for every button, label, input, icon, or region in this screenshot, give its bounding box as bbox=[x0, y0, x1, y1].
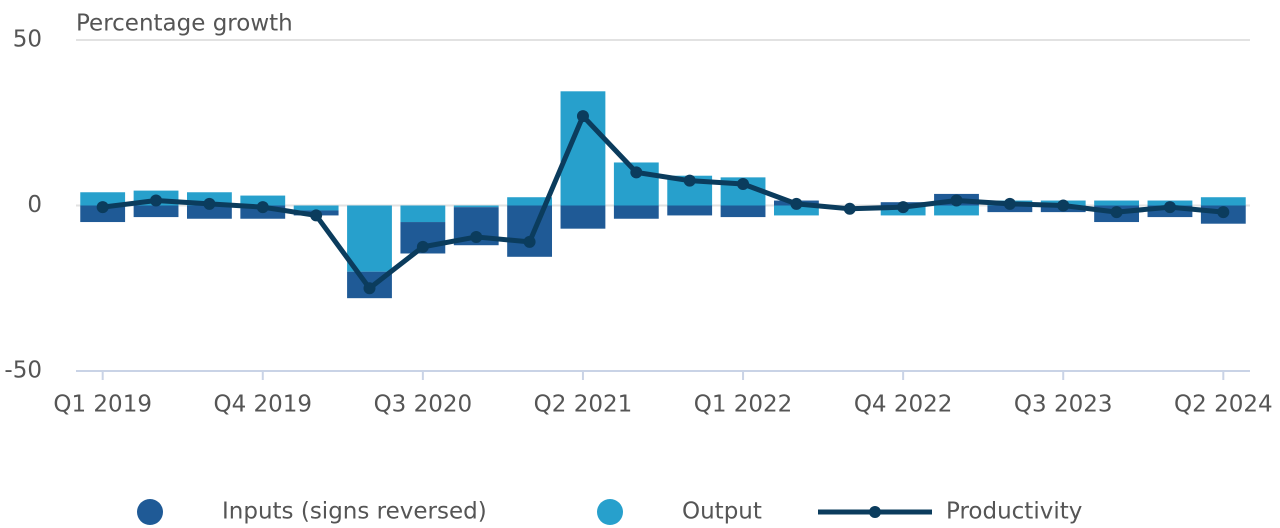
bar bbox=[1094, 200, 1140, 206]
bar bbox=[720, 205, 766, 218]
legend-label: Inputs (signs reversed) bbox=[222, 499, 487, 525]
x-tick-label: Q2 2021 bbox=[534, 392, 633, 418]
line-point bbox=[1217, 206, 1230, 219]
line-point bbox=[1057, 199, 1070, 212]
x-tick-label: Q1 2019 bbox=[53, 392, 152, 418]
legend-label: Output bbox=[682, 499, 762, 525]
y-tick-label: 50 bbox=[13, 27, 42, 53]
line-point bbox=[576, 110, 589, 123]
line-point bbox=[843, 202, 856, 215]
bar bbox=[133, 205, 179, 218]
line-point bbox=[416, 240, 429, 253]
line bbox=[102, 113, 1224, 291]
y-tick-label: 0 bbox=[27, 192, 42, 218]
line-point bbox=[630, 166, 643, 179]
x-tick-label: Q3 2020 bbox=[374, 392, 473, 418]
x-tick-label: Q2 2024 bbox=[1174, 392, 1273, 418]
bar bbox=[507, 197, 553, 206]
bar bbox=[293, 205, 339, 211]
x-tick-label: Q4 2022 bbox=[854, 392, 953, 418]
bar bbox=[80, 205, 126, 223]
line-point bbox=[363, 282, 376, 295]
legend-label: Productivity bbox=[946, 499, 1082, 525]
legend-swatch bbox=[597, 499, 623, 525]
line-point bbox=[683, 174, 696, 187]
bar bbox=[560, 205, 606, 229]
bar bbox=[240, 195, 286, 206]
line-point bbox=[950, 194, 963, 207]
line-point bbox=[790, 197, 803, 210]
line-point bbox=[1003, 197, 1016, 210]
x-tick-label: Q3 2023 bbox=[1014, 392, 1113, 418]
line-point bbox=[523, 235, 536, 248]
y-axis-title: Percentage growth bbox=[76, 11, 293, 37]
y-tick-label: -50 bbox=[4, 358, 42, 384]
line-point bbox=[96, 201, 109, 214]
line-point bbox=[150, 194, 163, 207]
x-tick-label: Q1 2022 bbox=[694, 392, 793, 418]
bar bbox=[773, 205, 819, 216]
line-point bbox=[1163, 201, 1176, 214]
bar bbox=[80, 192, 126, 206]
line-point bbox=[203, 197, 216, 210]
bar bbox=[934, 205, 979, 216]
bar bbox=[1200, 197, 1246, 206]
bar bbox=[613, 205, 659, 219]
bar bbox=[507, 205, 553, 257]
line-point bbox=[737, 177, 750, 190]
line-point bbox=[256, 201, 269, 214]
line-point bbox=[470, 230, 483, 243]
bar bbox=[667, 205, 713, 216]
x-tick-label: Q4 2019 bbox=[213, 392, 312, 418]
line-point bbox=[1110, 206, 1123, 219]
bar bbox=[400, 205, 446, 223]
bar bbox=[186, 205, 232, 219]
legend-dot bbox=[869, 506, 881, 518]
line-point bbox=[897, 201, 910, 214]
line-point bbox=[310, 209, 323, 222]
bar bbox=[453, 205, 499, 208]
bar bbox=[347, 205, 392, 272]
legend-swatch bbox=[137, 499, 163, 525]
